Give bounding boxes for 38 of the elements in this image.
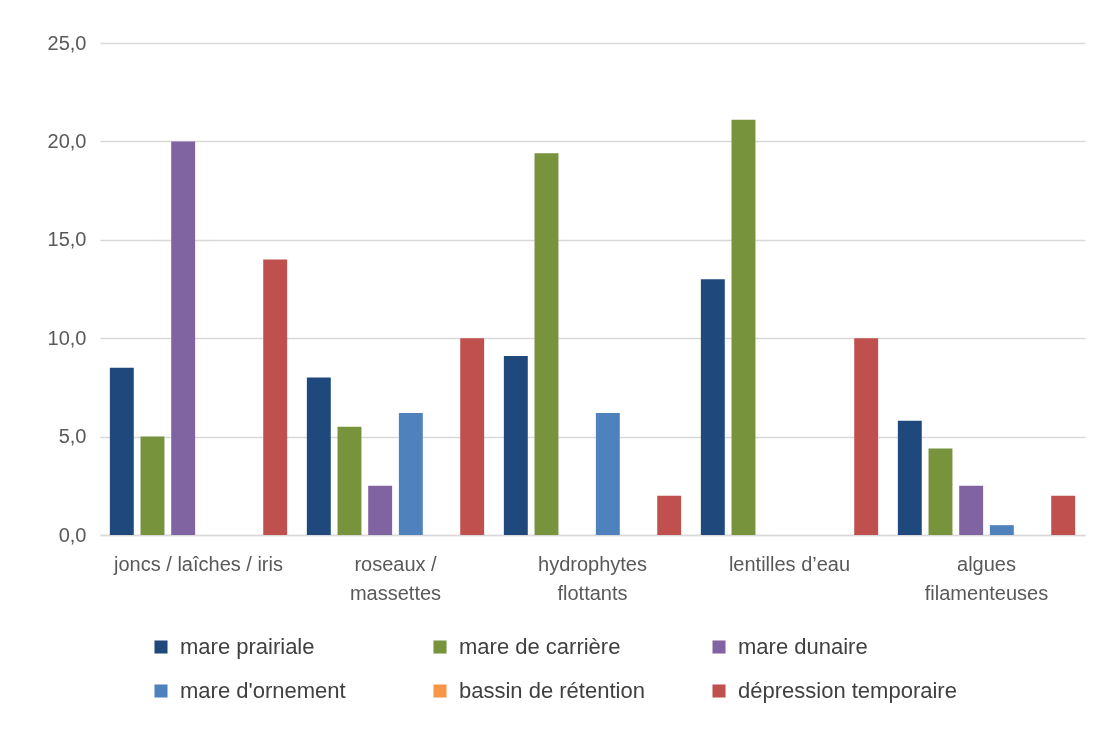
- bar: [337, 426, 362, 535]
- x-tick-label: joncs / laîches / iris: [113, 552, 283, 575]
- y-tick-label: 15,0: [47, 228, 87, 251]
- y-tick-label: 5,0: [58, 425, 87, 448]
- y-tick-label: 20,0: [47, 129, 87, 152]
- bar: [109, 367, 134, 535]
- legend-label: mare dunaire: [738, 634, 868, 659]
- bar: [503, 355, 528, 535]
- y-tick-label: 10,0: [47, 326, 87, 349]
- bar: [657, 495, 682, 535]
- bar: [731, 119, 756, 535]
- legend-label: mare prairiale: [180, 634, 315, 659]
- bar: [928, 448, 953, 535]
- bar: [398, 412, 423, 535]
- x-tick-label: hydrophytes flottants: [538, 552, 647, 604]
- bar: [263, 259, 288, 535]
- bar: [897, 420, 922, 535]
- bar: [989, 525, 1014, 535]
- bar: [306, 377, 331, 535]
- bar: [534, 153, 559, 535]
- legend-label: dépression temporaire: [738, 678, 957, 703]
- y-tick-label: 25,0: [47, 31, 87, 54]
- bar: [959, 485, 984, 535]
- legend-label: mare d'ornement: [180, 678, 346, 703]
- bar: [854, 338, 879, 535]
- bar: [700, 279, 725, 535]
- x-tick-label: roseaux / massettes: [349, 552, 442, 604]
- y-tick-label: 0,0: [58, 523, 87, 546]
- bar: [595, 412, 620, 535]
- legend-label: bassin de rétention: [459, 678, 645, 703]
- x-tick-label: lentilles d’eau: [728, 552, 851, 575]
- bar: [460, 338, 485, 535]
- legend-label: mare de carrière: [459, 634, 621, 659]
- bar: [1051, 495, 1076, 535]
- bar: [171, 141, 196, 535]
- x-tick-label: algues filamenteuses: [924, 552, 1049, 604]
- bar: [140, 436, 165, 535]
- bar: [368, 485, 393, 535]
